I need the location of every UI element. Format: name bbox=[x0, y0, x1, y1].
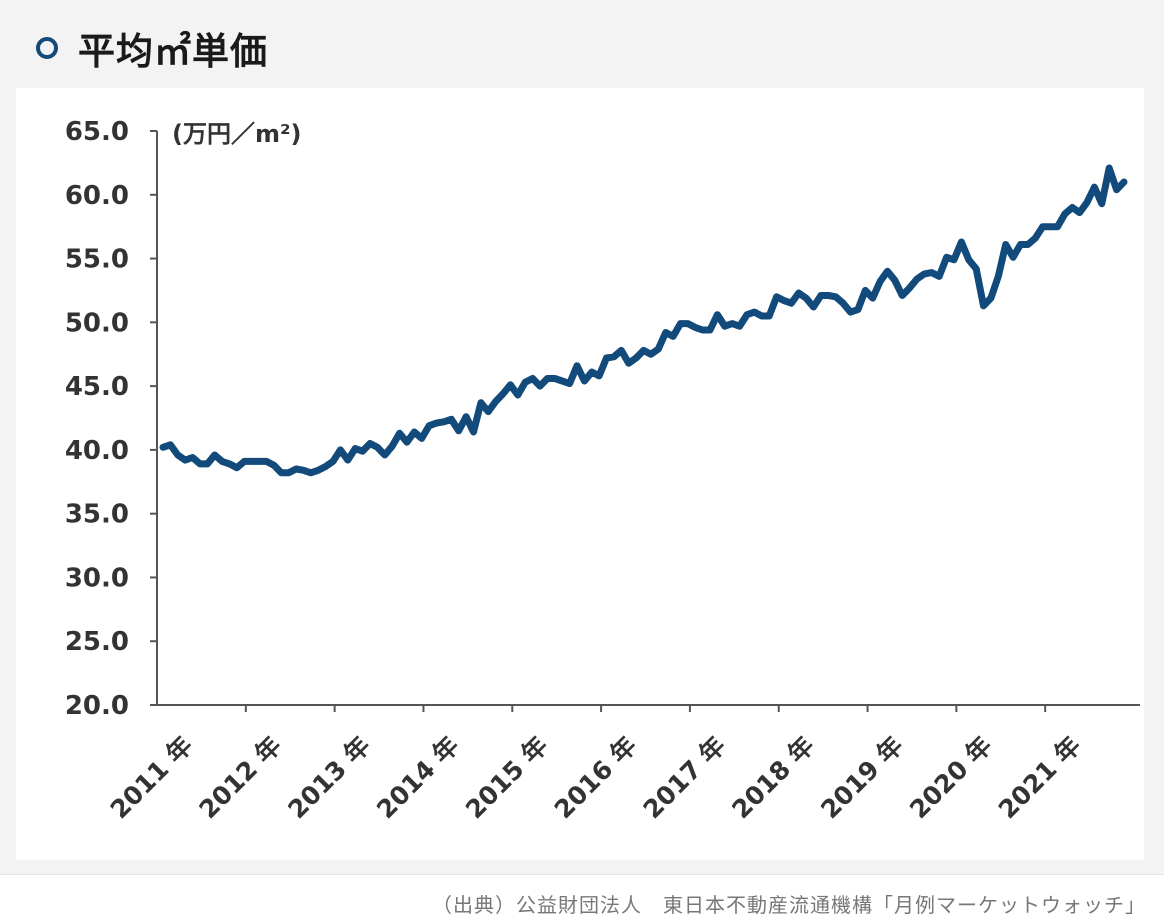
x-tick-label: 2015 年 bbox=[460, 731, 554, 825]
line-chart: 65.0 60.0 55.0 50.0 45.0 40.0 35.0 30.0 25.0 20.0… bbox=[65, 117, 1140, 825]
series-line-0 bbox=[159, 164, 1128, 477]
x-tick-label: 2019 年 bbox=[815, 731, 909, 825]
chart-header: 平均㎡単価 bbox=[36, 22, 268, 74]
y-tick-label: 65.0 bbox=[65, 117, 129, 147]
y-tick-label: 55.0 bbox=[65, 245, 129, 275]
x-tick-label: 2012 年 bbox=[194, 731, 288, 825]
x-tick-label: 2013 年 bbox=[282, 731, 376, 825]
y-tick-label: 45.0 bbox=[65, 372, 129, 402]
x-tick-label: 2014 年 bbox=[371, 731, 465, 825]
y-tick-label: 40.0 bbox=[65, 436, 129, 466]
y-tick-label: 60.0 bbox=[65, 181, 129, 211]
x-tick-label: 2021 年 bbox=[993, 731, 1087, 825]
y-axis: 65.0 60.0 55.0 50.0 45.0 40.0 35.0 30.0 25.0 20.0 bbox=[65, 117, 158, 721]
y-axis-unit-label: (万円／m²) bbox=[172, 120, 301, 148]
x-tick-label: 2011 年 bbox=[105, 731, 199, 825]
x-tick-label: 2018 年 bbox=[726, 731, 820, 825]
chart-title: 平均㎡単価 bbox=[78, 30, 268, 73]
y-tick-label: 25.0 bbox=[65, 627, 129, 657]
title-bullet-icon bbox=[36, 37, 58, 59]
x-tick-label: 2017 年 bbox=[638, 731, 732, 825]
chart-panel: 65.0 60.0 55.0 50.0 45.0 40.0 35.0 30.0 25.0 20.0… bbox=[16, 88, 1144, 860]
y-tick-label: 20.0 bbox=[65, 691, 129, 721]
x-tick-label: 2020 年 bbox=[904, 731, 998, 825]
footer: （出典）公益財団法人 東日本不動産流通機構「月例マーケットウォッチ」 bbox=[0, 874, 1164, 921]
x-tick-label: 2016 年 bbox=[549, 731, 643, 825]
y-tick-label: 35.0 bbox=[65, 500, 129, 530]
y-tick-label: 50.0 bbox=[65, 308, 129, 338]
y-tick-label: 30.0 bbox=[65, 563, 129, 593]
series-group bbox=[159, 164, 1128, 477]
source-note: （出典）公益財団法人 東日本不動産流通機構「月例マーケットウォッチ」 bbox=[432, 893, 1146, 917]
